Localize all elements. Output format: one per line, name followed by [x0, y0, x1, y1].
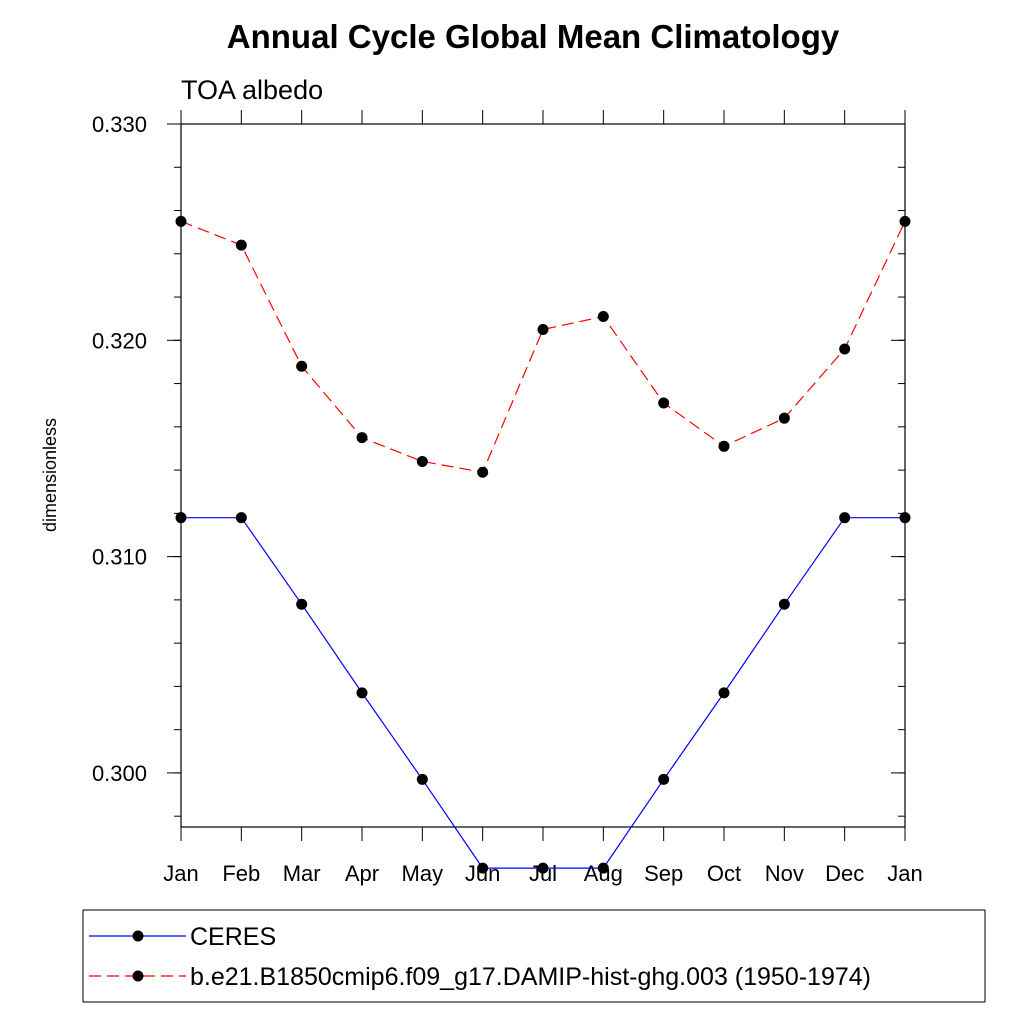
x-tick-label: Sep: [644, 861, 683, 886]
series-0-point: [597, 862, 609, 874]
series-1-point: [718, 440, 730, 452]
legend-box: [82, 909, 986, 1003]
series-0-point: [899, 512, 911, 524]
series-0-point: [235, 512, 247, 524]
series-1-point: [416, 455, 428, 467]
x-tick-label: May: [402, 861, 444, 886]
x-tick-label: Apr: [345, 861, 379, 886]
series-layer: [175, 215, 911, 874]
y-tick-label: 0.320: [92, 328, 147, 353]
x-tick-label: Nov: [765, 861, 804, 886]
x-tick-label: Jan: [163, 861, 198, 886]
series-1-point: [296, 360, 308, 372]
x-tick-label: Mar: [283, 861, 321, 886]
series-1-point: [235, 239, 247, 251]
y-axis-label: dimensionless: [40, 418, 60, 532]
chart-title: Annual Cycle Global Mean Climatology: [227, 18, 840, 55]
chart-subtitle: TOA albedo: [181, 75, 323, 105]
legend-entries: CERES b.e21.B1850cmip6.f09_g17.DAMIP-hist…: [89, 923, 871, 991]
x-tick-label: Feb: [222, 861, 260, 886]
series-1-point: [597, 311, 609, 323]
y-tick-label: 0.310: [92, 545, 147, 570]
legend-label-1: b.e21.B1850cmip6.f09_g17.DAMIP-hist-ghg.…: [190, 963, 871, 991]
series-1-point: [899, 215, 911, 227]
plot-frame: [180, 123, 906, 828]
x-tick-label: Oct: [707, 861, 741, 886]
series-0-point: [477, 862, 489, 874]
series-line-1: [180, 220, 906, 473]
series-0-point: [356, 687, 368, 699]
series-1-point: [175, 215, 187, 227]
legend-swatch-marker-1: [132, 970, 144, 982]
series-1-point: [356, 432, 368, 444]
series-0-point: [778, 598, 790, 610]
series-0-point: [537, 862, 549, 874]
y-tick-label: 0.330: [92, 112, 147, 137]
series-1-point: [477, 466, 489, 478]
legend-swatch-marker-0: [132, 930, 144, 942]
series-0-point: [296, 598, 308, 610]
series-line-0: [181, 517, 905, 869]
series-0-point: [175, 512, 187, 524]
y-tick-label: 0.300: [92, 761, 147, 786]
series-1-point: [537, 323, 549, 335]
x-tick-label: Jan: [887, 861, 922, 886]
axis-ticks: JanFebMarAprMayJunJulAugSepOctNovDecJan0…: [92, 110, 923, 886]
series-1-point: [658, 397, 670, 409]
series-0-point: [658, 773, 670, 785]
x-tick-label: Dec: [825, 861, 864, 886]
series-0-point: [718, 687, 730, 699]
series-1-point: [839, 343, 851, 355]
series-0-point: [839, 512, 851, 524]
legend-label-0: CERES: [190, 923, 276, 951]
series-0-point: [416, 773, 428, 785]
legend: CERES b.e21.B1850cmip6.f09_g17.DAMIP-hist…: [82, 909, 986, 1003]
series-1-point: [778, 412, 790, 424]
